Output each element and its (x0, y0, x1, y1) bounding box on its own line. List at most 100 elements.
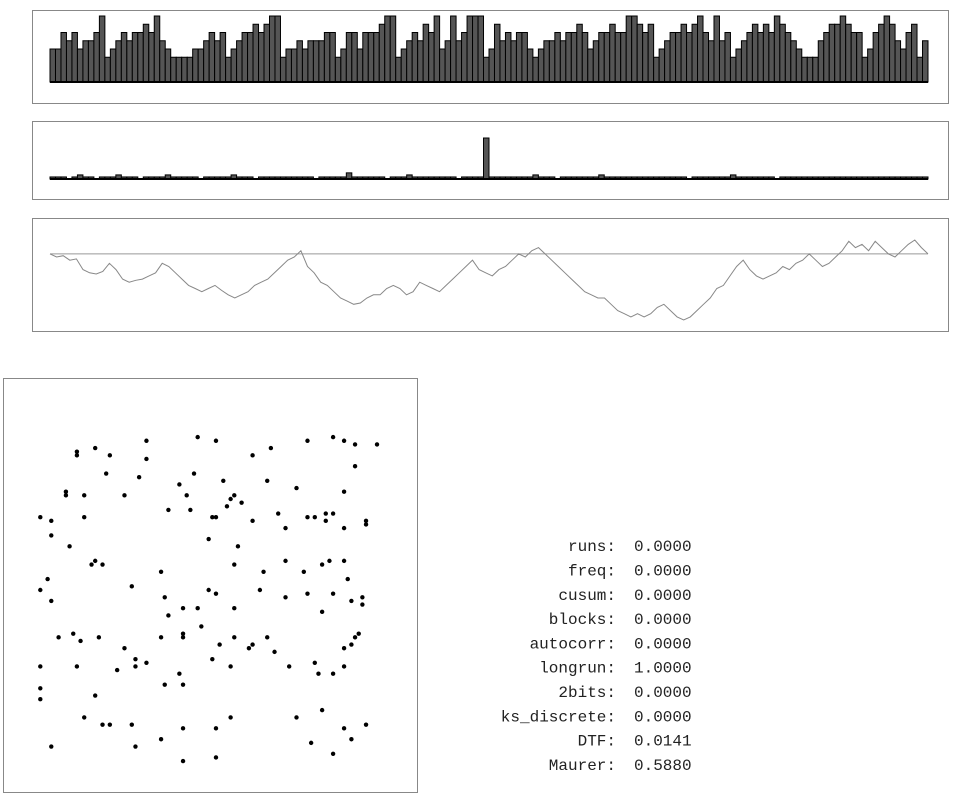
bar (428, 32, 435, 83)
point (235, 544, 241, 549)
point (188, 507, 193, 513)
bar (872, 32, 880, 83)
stat-name: DTF: (578, 733, 616, 751)
point (316, 671, 321, 676)
bar (488, 48, 495, 83)
bar (296, 40, 303, 83)
bar (87, 40, 95, 83)
bar (691, 23, 699, 83)
bar (395, 56, 402, 83)
point (100, 562, 105, 567)
point (239, 500, 244, 505)
point (195, 606, 200, 611)
point (103, 471, 109, 476)
point (82, 493, 87, 498)
bar (905, 32, 913, 83)
bar (120, 32, 128, 83)
point (63, 489, 69, 494)
point (272, 649, 277, 655)
bar (493, 23, 501, 83)
panel-frame (3, 378, 418, 793)
bar (214, 40, 221, 83)
point (360, 595, 365, 600)
point (341, 726, 347, 731)
point (352, 635, 358, 640)
point (356, 631, 361, 636)
bar (54, 48, 62, 83)
point (250, 642, 255, 647)
point (67, 544, 72, 549)
bar (439, 48, 446, 83)
bar (631, 15, 638, 83)
point (136, 474, 142, 480)
point (228, 664, 233, 669)
bar (362, 32, 369, 83)
point (78, 638, 83, 644)
bar (823, 32, 830, 83)
bar (861, 56, 869, 83)
bar (834, 23, 841, 83)
point (323, 511, 328, 516)
bar (323, 32, 331, 83)
stat-value: 0.0000 (634, 708, 692, 726)
point (49, 744, 54, 749)
bar (762, 23, 770, 83)
point (305, 438, 310, 443)
point (341, 489, 347, 494)
point (330, 591, 336, 596)
point (360, 602, 365, 607)
panel-frame (32, 218, 949, 332)
point (45, 576, 50, 582)
point (49, 533, 54, 538)
point (180, 758, 186, 764)
bar (219, 32, 227, 83)
bar (483, 56, 490, 83)
bar (115, 40, 122, 83)
bar (718, 40, 726, 83)
bar (318, 40, 325, 83)
bar (126, 40, 133, 83)
bar (345, 32, 353, 83)
bar (406, 40, 413, 83)
point (38, 664, 43, 669)
point (144, 660, 149, 665)
bar (850, 32, 858, 83)
stat-name: runs: (568, 538, 616, 556)
point (232, 635, 237, 640)
bar (768, 32, 775, 83)
bar (504, 32, 512, 83)
point (158, 569, 164, 574)
bar (312, 40, 320, 83)
bar (290, 48, 298, 83)
stat-value: 0.5880 (634, 757, 692, 775)
bar (477, 15, 485, 83)
bar (98, 15, 106, 83)
bar (647, 23, 655, 83)
bar (515, 32, 523, 83)
bar (450, 15, 457, 83)
bar (263, 23, 271, 83)
point (133, 664, 138, 669)
point (158, 635, 164, 640)
point (319, 562, 325, 567)
bar (340, 48, 347, 83)
stat-name: cusum: (558, 587, 616, 605)
bar (411, 32, 419, 83)
point (195, 434, 200, 440)
point (246, 646, 252, 651)
bar (537, 48, 545, 83)
bar (856, 32, 863, 83)
point (74, 453, 80, 458)
point (312, 515, 317, 520)
point (294, 485, 299, 491)
point (232, 562, 237, 567)
bar (60, 32, 67, 83)
stats-table: runs: 0.0000 freq: 0.0000 cusum: 0.0000 blocks… (501, 538, 692, 775)
point (228, 496, 233, 502)
point (330, 434, 336, 440)
point (74, 449, 80, 454)
point (363, 522, 369, 527)
bar (708, 40, 715, 83)
bar (697, 15, 704, 83)
line (49, 239, 929, 321)
